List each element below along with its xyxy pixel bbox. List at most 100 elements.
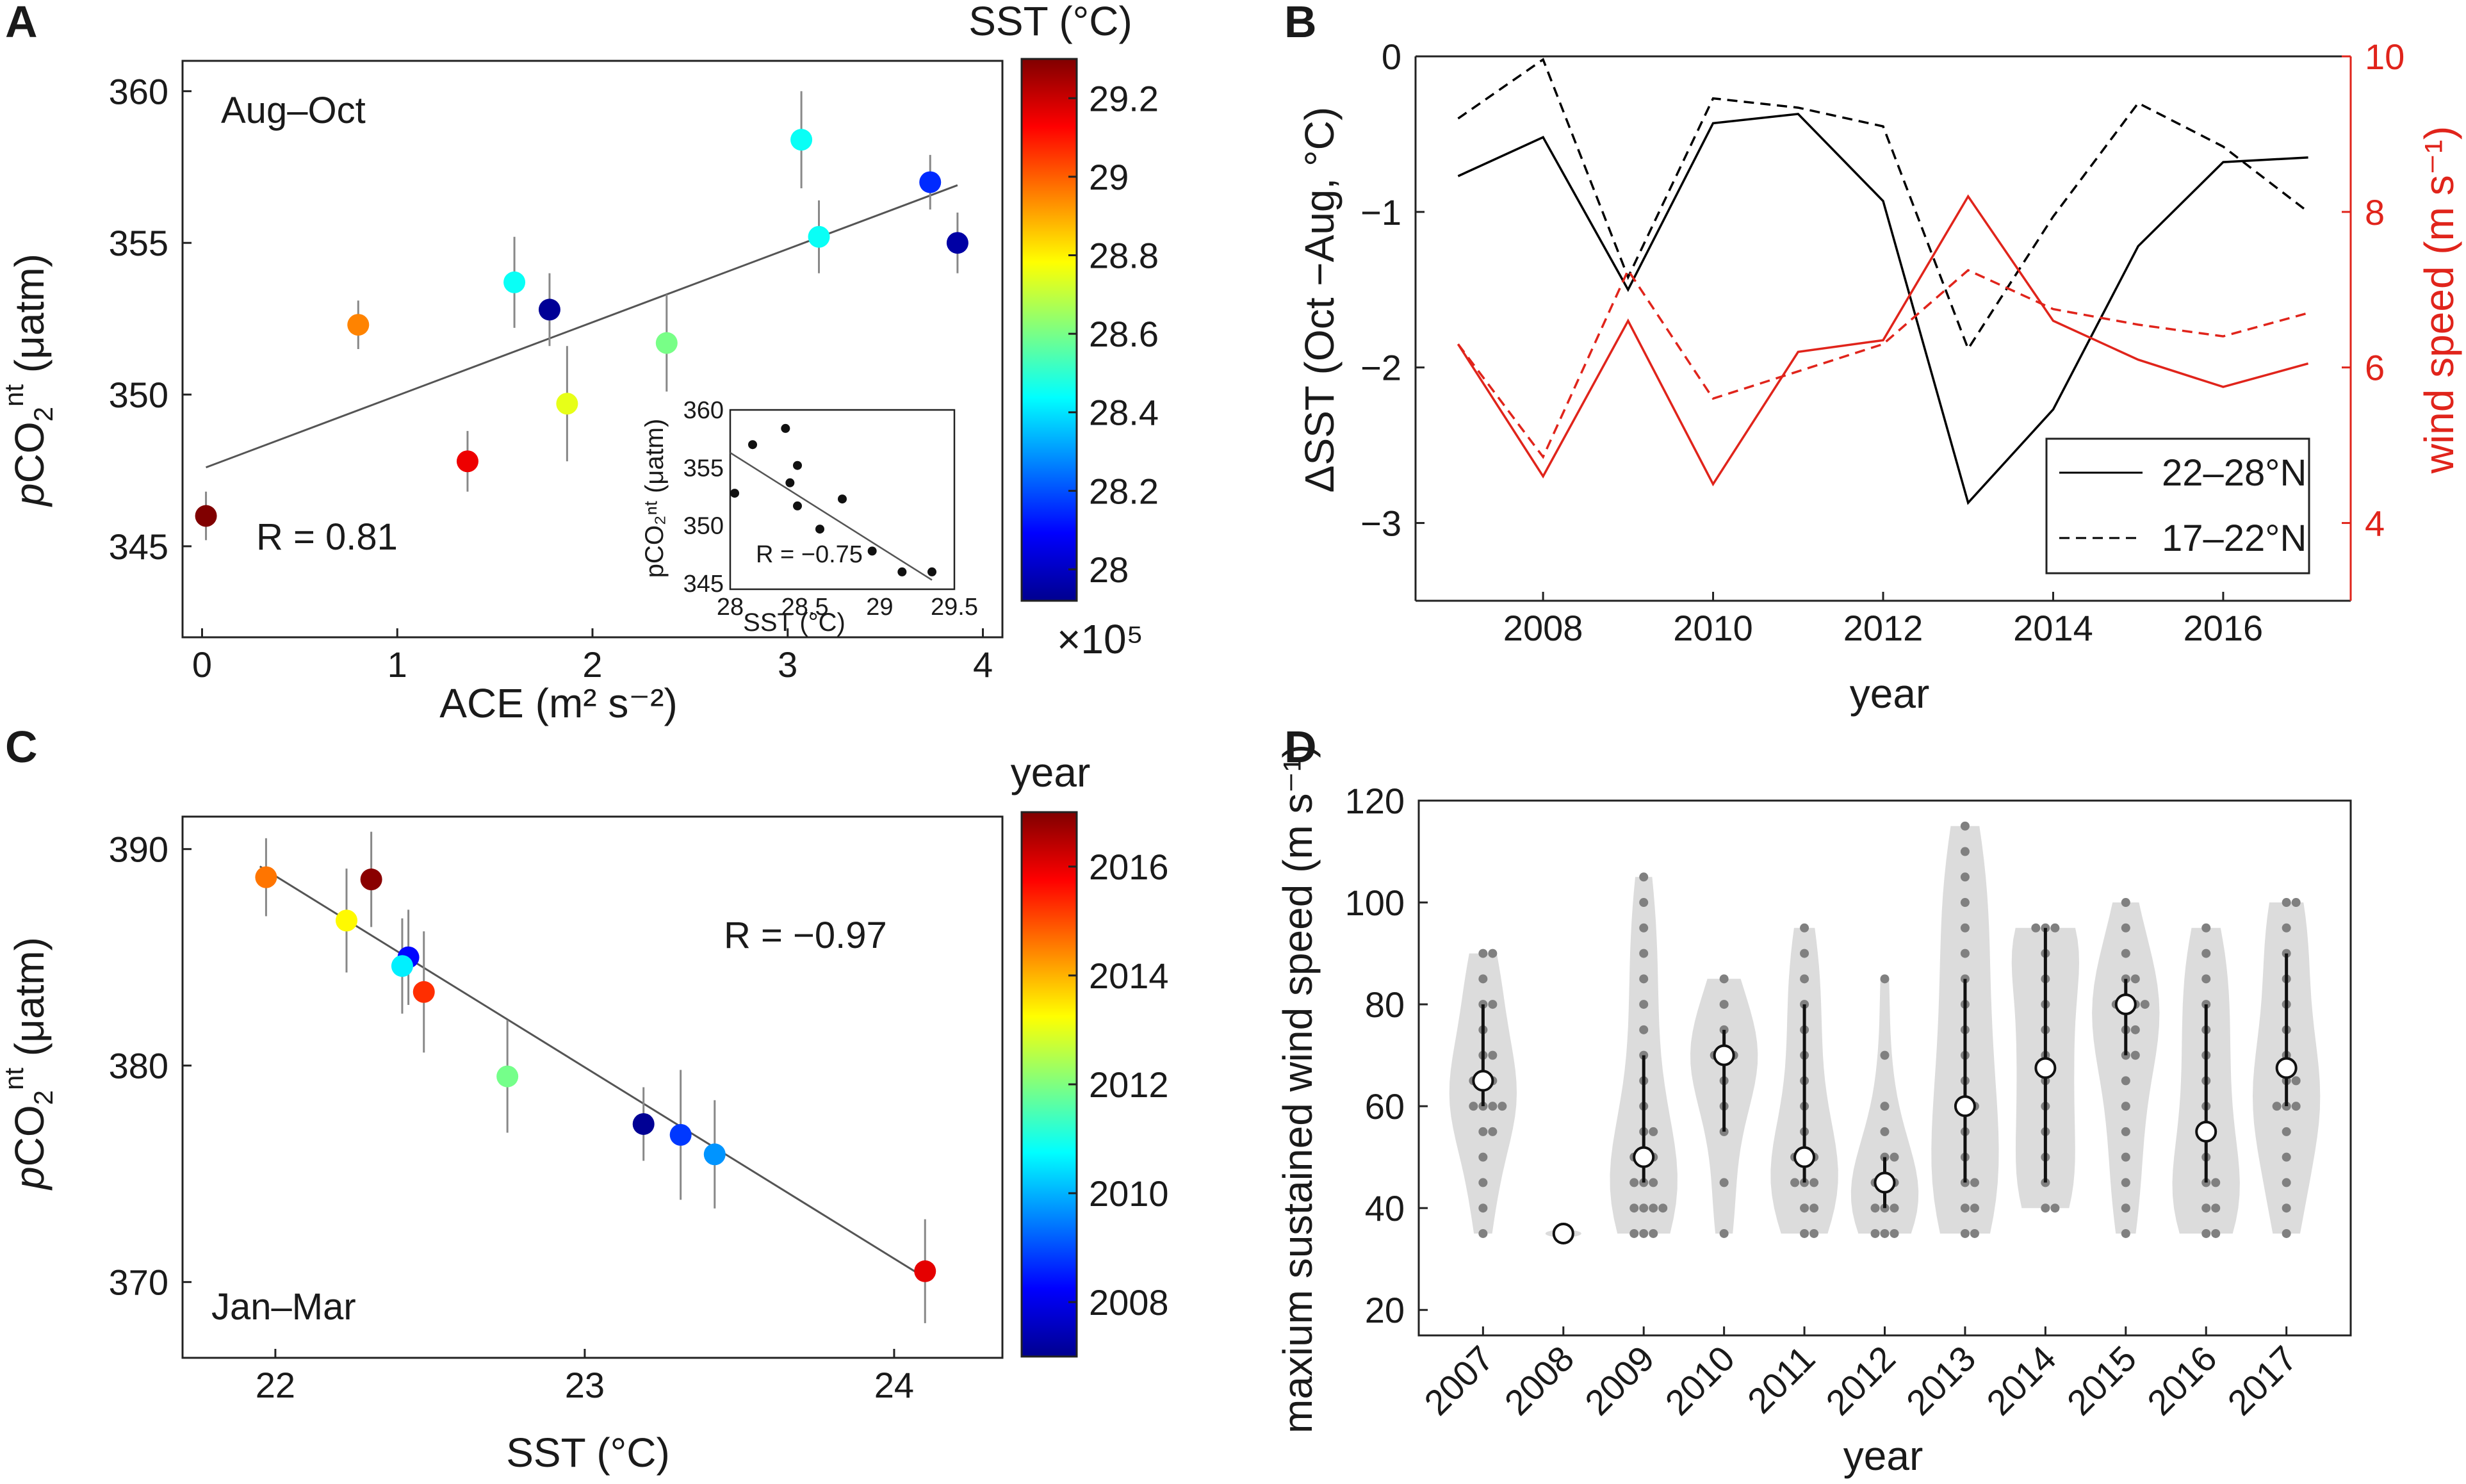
panel-a-plot-area: 0 1 2 3 4 345 350 355 360 xyxy=(109,60,1004,685)
panel-letter-d: D xyxy=(1284,722,1317,772)
panel-b-legend[interactable]: 22–28°N 17–22°N xyxy=(2045,437,2310,575)
panel-a-y-tick-label: 355 xyxy=(109,223,168,263)
panel-a: 0 1 2 3 4 345 350 355 360 Aug–Oct R = 0.81 ACE (… xyxy=(0,0,1159,726)
panel-d-y-label: maxium sustained wind speed (m s⁻¹) xyxy=(1275,744,1321,1433)
panel-b-y-right-tick-label: 6 xyxy=(2365,348,2385,388)
panel-d-data-point xyxy=(1478,1178,1488,1187)
panel-d-data-point xyxy=(1478,1152,1488,1162)
panel-d-data-point xyxy=(2130,1025,2140,1034)
panel-d-data-point xyxy=(1960,898,1970,908)
panel-a-inset-point xyxy=(927,567,936,576)
panel-c-point xyxy=(391,955,413,977)
panel-d-data-point xyxy=(1880,1102,1890,1111)
panel-a-point xyxy=(946,232,968,254)
panel-d-data-point xyxy=(2121,949,2130,958)
panel-d-plot-area: 2040608010012020072008200920102011201220… xyxy=(1345,781,2352,1423)
panel-d-data-point xyxy=(2282,1203,2291,1213)
panel-d-data-point xyxy=(1639,1203,1649,1213)
panel-d-data-point xyxy=(1658,1203,1668,1213)
panel-b: 2008 2010 2012 2014 2016 −3 −2 −1 0 4 6 8 10 year ΔS… xyxy=(1296,37,2462,717)
panel-d-x-tick-label: 2010 xyxy=(1657,1338,1742,1423)
panel-d-data-point xyxy=(1639,949,1649,958)
panel-a-inset-point xyxy=(815,525,824,534)
panel-d-data-point xyxy=(1960,923,1970,933)
panel-d-data-point xyxy=(2282,1228,2291,1238)
panel-a-inset-y-label: pCO₂ⁿᵗ (μatm) xyxy=(641,419,669,578)
panel-d-data-point xyxy=(2140,1000,2150,1009)
panel-c-x-label: SST (°C) xyxy=(506,1430,670,1476)
panel-b-x-tick-label: 2012 xyxy=(1843,608,1923,648)
panel-d-data-point xyxy=(1960,847,1970,856)
panel-b-y-right-tick-label: 4 xyxy=(2365,503,2385,544)
panel-d-data-point xyxy=(1800,949,1809,958)
panel-d-data-point xyxy=(2121,898,2130,908)
panel-a-inset-x-tick-label: 28 xyxy=(717,594,744,621)
panel-b-series-line-2 xyxy=(1457,194,2309,487)
panel-a-colorbar-ticks: 28 28.2 28.4 28.6 28.8 29 29.2 xyxy=(1068,78,1159,590)
panel-b-x-label: year xyxy=(1850,671,1930,717)
panel-d-data-point xyxy=(2121,1127,2130,1136)
panel-a-point xyxy=(503,271,526,293)
panel-letter-c: C xyxy=(5,722,38,772)
panel-b-x-tick-label: 2010 xyxy=(1673,608,1753,648)
panel-d-median-marker xyxy=(1633,1146,1655,1168)
panel-c-fit-line xyxy=(259,865,926,1279)
panel-a-inset-x-tick-label: 29.5 xyxy=(931,594,978,621)
panel-d-x-tick-label: 2007 xyxy=(1416,1338,1501,1423)
panel-c-point xyxy=(360,868,382,891)
panel-d-data-point xyxy=(1890,1228,1899,1238)
panel-d-data-point xyxy=(1870,1203,1880,1213)
panel-a-colorbar-title: SST (°C) xyxy=(968,0,1132,44)
panel-d-data-point xyxy=(2211,1228,2221,1238)
panel-c-point xyxy=(336,909,357,932)
panel-a-inset-fit-line xyxy=(730,452,933,581)
panel-d-y-tick-label: 80 xyxy=(1365,984,1405,1025)
panel-b-y-left-tick-label: −2 xyxy=(1360,348,1401,388)
panel-d-data-point xyxy=(1629,1178,1639,1187)
panel-d-y-tick-label: 100 xyxy=(1345,883,1405,923)
panel-a-point xyxy=(919,171,942,193)
panel-c-r-label: R = −0.97 xyxy=(724,915,887,956)
panel-d-data-point xyxy=(1719,1000,1729,1009)
panel-d-median-marker xyxy=(1713,1044,1735,1066)
panel-d-data-point xyxy=(1960,872,1970,882)
panel-c-colorbar-tick-label: 2014 xyxy=(1089,956,1169,996)
panel-a-inset-point xyxy=(838,494,847,504)
panel-d-data-point xyxy=(1719,974,1729,984)
panel-a-inset-y-tick-label: 350 xyxy=(683,513,724,540)
panel-d-data-point xyxy=(2282,1152,2291,1162)
panel-d-data-point xyxy=(1629,1203,1639,1213)
panel-c-y-tick-label: 390 xyxy=(109,829,168,870)
panel-a-colorbar xyxy=(1020,58,1078,602)
panel-c-x-tick-label: 24 xyxy=(874,1365,914,1405)
panel-a-x-tick-label: 0 xyxy=(192,644,212,685)
panel-a-inset-point xyxy=(867,546,877,556)
panel-b-x-tick-label: 2008 xyxy=(1503,608,1583,648)
panel-d-data-point xyxy=(1960,1228,1970,1238)
panel-d-data-point xyxy=(2130,974,2140,984)
panel-a-x-scale: ×10⁵ xyxy=(1057,616,1143,662)
panel-d-data-point xyxy=(1639,1000,1649,1009)
panel-a-fit-line xyxy=(206,184,958,469)
panel-d-data-point xyxy=(2050,1203,2060,1213)
panel-d-data-point xyxy=(1639,872,1649,882)
panel-d-data-point xyxy=(1800,1203,1809,1213)
panel-b-y-label-right: wind speed (m s⁻¹) xyxy=(2416,126,2462,474)
panel-d-data-point xyxy=(1800,923,1809,933)
panel-d-data-point xyxy=(1809,1228,1819,1238)
panel-b-series-line-1 xyxy=(1457,58,2309,352)
panel-c-point xyxy=(669,1123,692,1146)
legend-label-17-22: 17–22°N xyxy=(2162,518,2307,559)
panel-d-median-marker xyxy=(2275,1057,2298,1079)
panel-d-x-tick-label: 2015 xyxy=(2059,1338,2144,1423)
panel-d-data-point xyxy=(1478,1203,1488,1213)
panel-b-y-right-tick-label: 8 xyxy=(2365,192,2385,232)
panel-b-legend-box xyxy=(2045,437,2310,575)
panel-a-inset-y-tick-label: 355 xyxy=(683,455,724,482)
panel-d-y-tick-label: 20 xyxy=(1365,1290,1405,1330)
panel-a-inset-point xyxy=(781,423,790,433)
panel-d-data-point xyxy=(2282,923,2291,933)
panel-d-data-point xyxy=(1488,1127,1498,1136)
panel-c-plot-area: 22 23 24 370 380 390 xyxy=(109,815,1004,1405)
